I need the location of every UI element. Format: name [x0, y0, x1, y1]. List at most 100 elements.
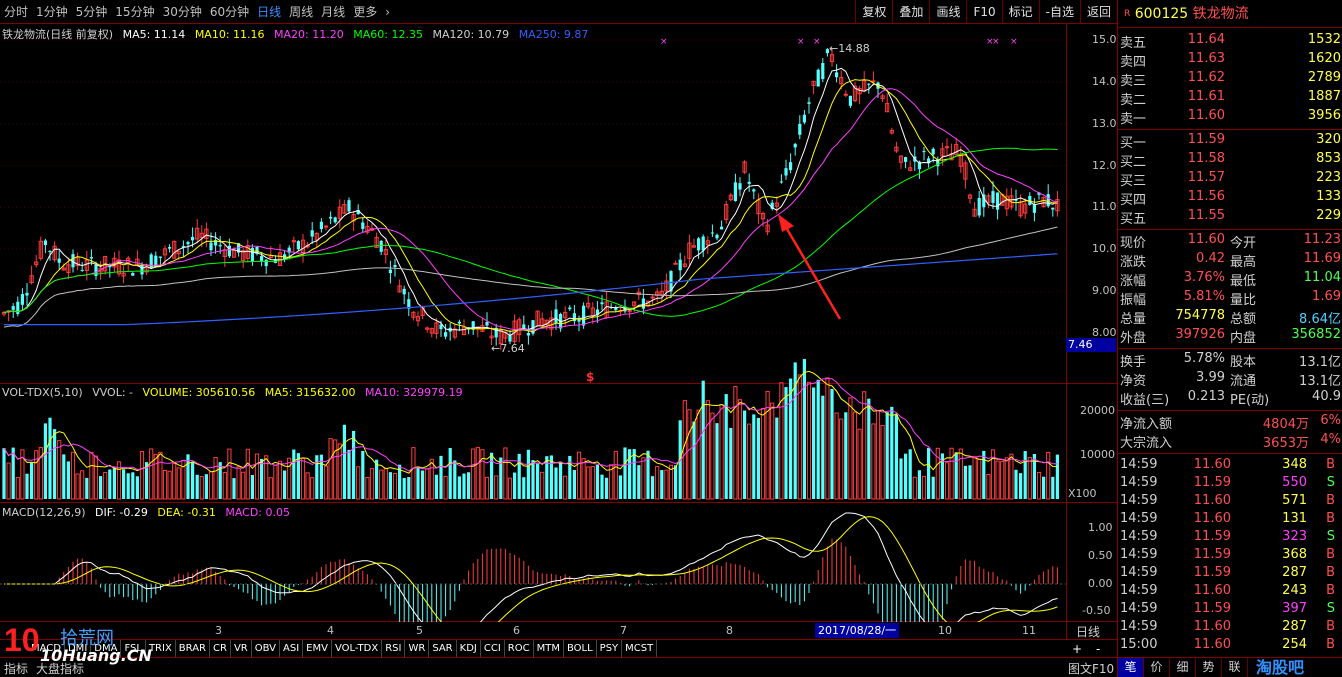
indicator-tab-cci[interactable]: CCI [480, 640, 505, 658]
volume-bar-down [756, 417, 760, 499]
indicator-tabs: MACD DMI DMA FSL TRIX BRAR CR VR OBV ASI EMV VOL-TD… [0, 639, 1117, 658]
ask-row[interactable]: 卖三 11.62 2789 [1118, 70, 1342, 89]
candle-up [144, 265, 149, 273]
toolbar-button-4[interactable]: 标记 [1001, 0, 1039, 24]
volume-bar-down [62, 454, 66, 499]
candle-up [986, 195, 991, 203]
toolbar-button-0[interactable]: 复权 [855, 0, 892, 24]
kline-chart[interactable]: × × × ×× × [0, 24, 1066, 622]
candle-up [765, 224, 770, 233]
period-tab-9[interactable]: 更多 [353, 5, 378, 19]
indicator-tab-obv[interactable]: OBV [251, 640, 280, 658]
tick-volume: 243 [1282, 583, 1307, 598]
indicator-tab-rsi[interactable]: RSI [382, 640, 406, 658]
date-cursor-label: 2017/08/28/一 [815, 623, 900, 638]
period-tab-5[interactable]: 60分钟 [209, 5, 250, 19]
period-tab-7[interactable]: 周线 [289, 5, 314, 19]
period-tab-10[interactable]: › [385, 5, 391, 19]
indicator-tab-fsl[interactable]: FSL [121, 640, 146, 658]
indicator-tab-roc[interactable]: ROC [504, 640, 534, 658]
quote-tab-1[interactable]: 价 [1144, 658, 1170, 677]
ma10-label: MA10: 11.16 [194, 28, 265, 41]
indicator-tab-emv[interactable]: EMV [303, 640, 332, 658]
quote-tab-2[interactable]: 细 [1170, 658, 1196, 677]
flow-row: 大宗流入 3653万 4% [1118, 432, 1342, 451]
toolbar-button-6[interactable]: 返回 [1079, 0, 1117, 24]
period-tab-4[interactable]: 30分钟 [162, 5, 202, 19]
toolbar-button-3[interactable]: F10 [966, 0, 1001, 24]
quote-tab-4[interactable]: 联 [1222, 658, 1248, 677]
tick-side: B [1326, 565, 1335, 580]
volume-bar-down [421, 470, 425, 499]
ask-label: 卖一 [1120, 112, 1147, 127]
period-tab-0[interactable]: 分时 [4, 5, 29, 19]
volume-bar-down [499, 457, 503, 499]
volume-bar-down [490, 452, 494, 499]
period-tab-2[interactable]: 5分钟 [75, 5, 108, 19]
period-tab-1[interactable]: 1分钟 [36, 5, 68, 19]
candle-up [103, 255, 108, 272]
indicator-tab-sar[interactable]: SAR [429, 640, 457, 658]
period-tab-6[interactable]: 日线 [257, 5, 282, 19]
period-tab-3[interactable]: 15分钟 [115, 5, 155, 19]
indicator-tab-mtm[interactable]: MTM [533, 640, 564, 658]
volume-bar-down [453, 460, 457, 499]
period-tab-8[interactable]: 月线 [321, 5, 346, 19]
r-mark: R [1124, 9, 1131, 19]
stock-code: 600125 [1134, 6, 1189, 22]
panel-divider [0, 621, 1117, 622]
indicator-tab-asi[interactable]: ASI [280, 640, 304, 658]
indicator-tab-dma[interactable]: DMA [91, 640, 122, 658]
ask-label: 卖五 [1120, 36, 1147, 51]
ask-row[interactable]: 卖四 11.63 1620 [1118, 51, 1342, 70]
volume-bar-up [912, 476, 917, 500]
volume-bar-down [678, 420, 682, 499]
bid-row[interactable]: 买二 11.58 853 [1118, 151, 1342, 170]
stat-label: 最高 [1230, 255, 1257, 270]
indicator-tab-cr[interactable]: CR [210, 640, 231, 658]
indicator-tab-kdj[interactable]: KDJ [456, 640, 481, 658]
candle-down [227, 245, 231, 257]
indicator-tab-macd[interactable]: MACD [28, 640, 65, 658]
axis-divider [1066, 24, 1067, 639]
site-logo: 10 拾荒网 10Huang.CN [4, 622, 152, 674]
toolbar-button-1[interactable]: 叠加 [892, 0, 929, 24]
bid-row[interactable]: 买四 11.56 133 [1118, 189, 1342, 208]
zoom-in-button[interactable]: + [1072, 642, 1083, 656]
status-left-b[interactable]: 大盘指标 [36, 662, 85, 676]
indicator-tab-vr[interactable]: VR [230, 640, 252, 658]
f10-text-button[interactable]: 图文F10 [1068, 662, 1115, 676]
ask-row[interactable]: 卖二 11.61 1887 [1118, 89, 1342, 108]
status-left-a[interactable]: 指标 [4, 662, 29, 676]
indicator-tab-brar[interactable]: BRAR [175, 640, 210, 658]
ask-volume: 1620 [1307, 51, 1341, 66]
vol-legend: VOL-TDX(5,10) VVOL: - VOLUME: 305610.56 … [2, 386, 469, 399]
ask-row[interactable]: 卖五 11.64 1532 [1118, 32, 1342, 51]
quote-tab-0[interactable]: 笔 [1118, 658, 1144, 677]
toolbar-button-2[interactable]: 画线 [929, 0, 966, 24]
candle-down [931, 148, 935, 155]
candle-up [664, 280, 669, 292]
tick-time: 14:59 [1120, 619, 1158, 634]
indicator-tab-mcst[interactable]: MCST [622, 640, 658, 658]
ask-volume: 3956 [1307, 108, 1341, 123]
indicator-tab-vol-tdx[interactable]: VOL-TDX [331, 640, 383, 658]
indicator-tab-trix[interactable]: TRIX [145, 640, 176, 658]
stat-label: 内盘 [1230, 331, 1257, 346]
ask-row[interactable]: 卖一 11.60 3956 [1118, 108, 1342, 127]
zoom-out-button[interactable]: - [1096, 642, 1101, 656]
quote-tab-3[interactable]: 势 [1196, 658, 1222, 677]
candle-down [260, 256, 264, 261]
bid-row[interactable]: 买一 11.59 320 [1118, 132, 1342, 151]
indicator-tab-boll[interactable]: BOLL [563, 640, 597, 658]
candle-down [715, 234, 719, 239]
candle-up [944, 146, 950, 149]
tick-time: 14:59 [1120, 475, 1158, 490]
indicator-tab-wr[interactable]: WR [405, 640, 430, 658]
indicator-tab-dmi[interactable]: DMI [64, 640, 92, 658]
bid-row[interactable]: 买三 11.57 223 [1118, 170, 1342, 189]
indicator-tab-psy[interactable]: PSY [596, 640, 623, 658]
toolbar-button-5[interactable]: -自选 [1038, 0, 1080, 24]
tick-volume: 550 [1282, 475, 1307, 490]
bid-row[interactable]: 买五 11.55 229 [1118, 208, 1342, 227]
